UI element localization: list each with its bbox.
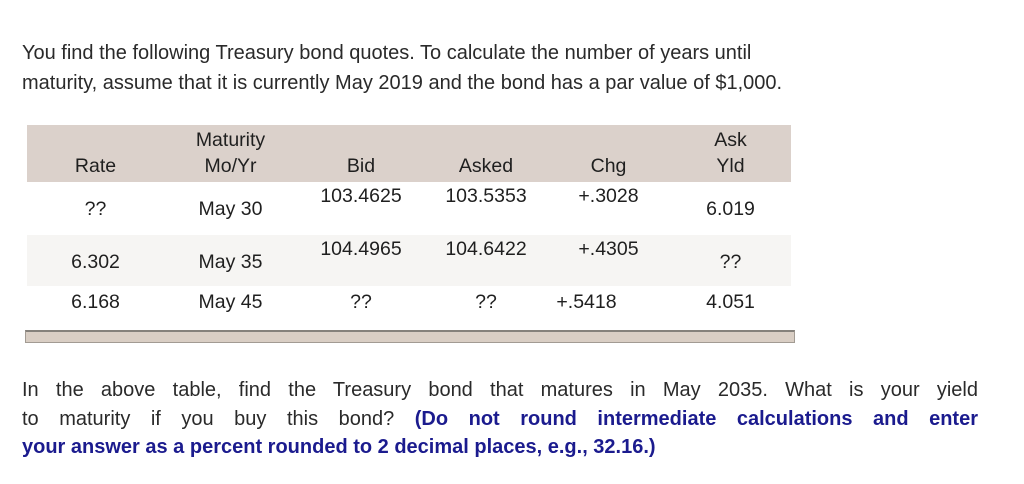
header-maturity-line2: Mo/Yr <box>204 155 257 177</box>
cell-rate: 6.168 <box>71 291 120 313</box>
header-rate: Rate <box>27 125 164 182</box>
table-header-row: Rate Maturity Mo/Yr Bid Asked Chg Ask Yl… <box>27 125 791 182</box>
cell-maturity: May 30 <box>198 198 263 220</box>
question-text: to maturity if you buy this bond? <box>22 407 415 430</box>
question-paragraph: In the above table, find the Treasury bo… <box>22 376 978 462</box>
cell-asked: 104.6422 <box>445 238 527 260</box>
header-bid-label: Bid <box>346 155 376 177</box>
question-line-2: to maturity if you buy this bond? (Do no… <box>22 405 978 434</box>
table-row: 6.168 May 45 ?? ?? +.5418 4.051 <box>27 286 791 320</box>
cell-asked: 103.5353 <box>445 185 527 207</box>
cell-ask-yld: ?? <box>719 251 742 273</box>
bond-quotes-table: Rate Maturity Mo/Yr Bid Asked Chg Ask Yl… <box>25 125 795 343</box>
horizontal-scrollbar[interactable] <box>25 330 795 343</box>
header-bid: Bid <box>297 125 425 182</box>
header-ask-yld: Ask Yld <box>670 125 791 182</box>
header-maturity: Maturity Mo/Yr <box>164 125 297 182</box>
table-row: ?? May 30 103.4625 103.5353 +.3028 6.019 <box>27 182 791 235</box>
intro-line-2: maturity, assume that it is currently Ma… <box>22 72 783 94</box>
question-line-1: In the above table, find the Treasury bo… <box>22 376 978 405</box>
header-chg-label: Chg <box>590 155 627 177</box>
question-line-3: your answer as a percent rounded to 2 de… <box>22 433 978 462</box>
instruction-note: (Do not round intermediate calculations … <box>414 407 979 430</box>
header-asked-label: Asked <box>458 155 514 177</box>
cell-ask-yld: 6.019 <box>706 198 755 220</box>
cell-ask-yld: 4.051 <box>706 291 755 313</box>
header-asked: Asked <box>425 125 547 182</box>
cell-bid: ?? <box>350 291 372 313</box>
cell-rate: ?? <box>84 198 107 220</box>
header-ask-yld-line2: Yld <box>716 155 745 177</box>
cell-chg: +.3028 <box>578 185 639 207</box>
cell-maturity: May 45 <box>198 291 263 313</box>
cell-rate: 6.302 <box>71 251 120 273</box>
question-text: In the above table, find the Treasury bo… <box>22 379 978 401</box>
header-ask-yld-line1: Ask <box>714 129 747 151</box>
intro-line-1: You find the following Treasury bond quo… <box>22 42 752 64</box>
instruction-note: your answer as a percent rounded to 2 de… <box>22 436 656 458</box>
cell-maturity: May 35 <box>198 251 263 273</box>
header-chg: Chg <box>547 125 670 182</box>
header-rate-label: Rate <box>74 155 117 177</box>
table-row: 6.302 May 35 104.4965 104.6422 +.4305 ?? <box>27 235 791 286</box>
cell-chg: +.4305 <box>578 238 639 260</box>
intro-paragraph: You find the following Treasury bond quo… <box>22 38 782 98</box>
cell-asked: ?? <box>475 291 497 313</box>
cell-bid: 103.4625 <box>320 185 402 207</box>
header-maturity-line1: Maturity <box>195 129 266 151</box>
cell-chg: +.5418 <box>556 291 617 313</box>
cell-bid: 104.4965 <box>320 238 402 260</box>
